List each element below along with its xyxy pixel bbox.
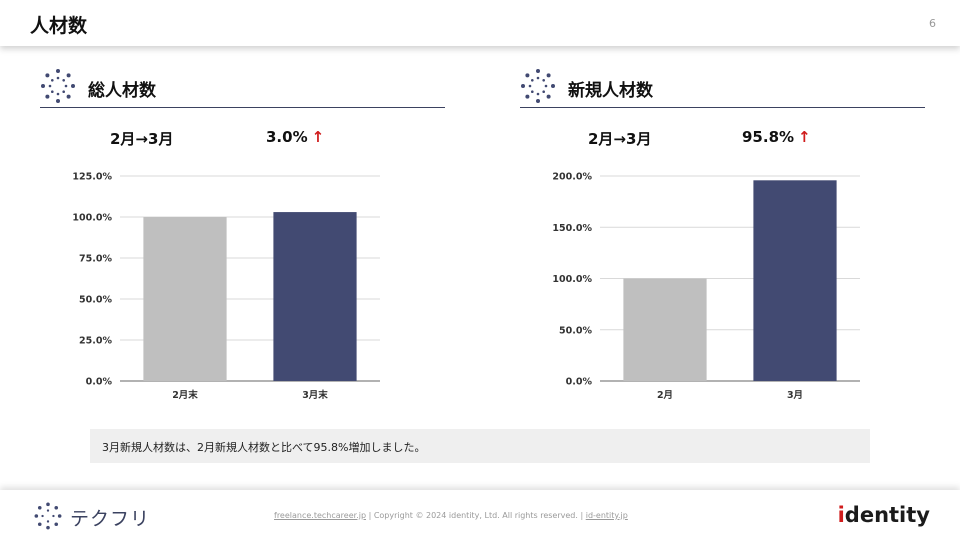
up-arrow-icon: ↑ bbox=[798, 128, 811, 146]
change-percent: 95.8% bbox=[742, 128, 795, 146]
x-tick-label: 2月末 bbox=[172, 389, 198, 401]
bar bbox=[623, 278, 707, 381]
x-tick-label: 3月 bbox=[787, 390, 803, 401]
brand-name: テクフリ bbox=[70, 508, 151, 530]
dot-ring-logo-icon bbox=[41, 69, 75, 103]
company-logo: identity bbox=[838, 503, 930, 527]
bar bbox=[753, 180, 837, 381]
change-value: 95.8% ↑ bbox=[742, 128, 811, 146]
period-label: 2月→3月 bbox=[588, 130, 652, 148]
y-tick-label: 100.0% bbox=[72, 213, 112, 224]
y-tick-label: 150.0% bbox=[552, 223, 592, 234]
y-tick-label: 125.0% bbox=[72, 172, 112, 183]
bar bbox=[273, 212, 357, 381]
header: 人材数 6 bbox=[0, 0, 960, 46]
bar bbox=[143, 217, 227, 381]
company-logo-rest: dentity bbox=[844, 503, 930, 527]
copyright-text: Copyright © 2024 identity, Ltd. All righ… bbox=[373, 511, 578, 520]
techcareer-link[interactable]: freelance.techcareer.jp bbox=[274, 511, 367, 520]
x-tick-label: 3月末 bbox=[302, 389, 328, 401]
change-percent: 3.0% bbox=[266, 128, 308, 146]
page-number: 6 bbox=[929, 17, 936, 30]
y-tick-label: 100.0% bbox=[552, 274, 592, 285]
section-title: 総人材数 bbox=[88, 81, 156, 101]
bar-chart-new: 200.0% 150.0% 100.0% 50.0% 0.0% 2月 3月 bbox=[552, 172, 860, 401]
company-logo-i: i bbox=[837, 503, 845, 527]
separator: | bbox=[580, 511, 584, 520]
bar-chart-total: 125.0% 100.0% 75.0% 50.0% 25.0% 0.0% 2月末 3月末 bbox=[72, 172, 380, 401]
y-tick-label: 0.0% bbox=[86, 377, 113, 388]
dot-ring-logo-icon bbox=[521, 69, 555, 103]
change-value: 3.0% ↑ bbox=[266, 128, 324, 146]
techfuri-logo-icon bbox=[34, 502, 62, 530]
summary-caption: 3月新規人材数は、2月新規人材数と比べて95.8%増加しました。 bbox=[90, 429, 870, 463]
y-tick-label: 50.0% bbox=[559, 325, 592, 336]
y-tick-label: 50.0% bbox=[79, 295, 112, 306]
separator: | bbox=[368, 511, 372, 520]
up-arrow-icon: ↑ bbox=[311, 128, 325, 146]
section-header-total: 総人材数 bbox=[40, 64, 445, 108]
y-tick-label: 25.0% bbox=[79, 336, 112, 347]
section-header-new: 新規人材数 bbox=[520, 64, 925, 108]
footer: テクフリ freelance.techcareer.jp | Copyright… bbox=[0, 490, 960, 540]
y-tick-label: 200.0% bbox=[552, 172, 592, 183]
identity-link[interactable]: id-entity.jp bbox=[585, 511, 628, 520]
page-title: 人材数 bbox=[30, 15, 88, 37]
y-tick-label: 0.0% bbox=[566, 377, 593, 388]
y-tick-label: 75.0% bbox=[79, 254, 112, 265]
x-tick-label: 2月 bbox=[657, 390, 673, 401]
period-label: 2月→3月 bbox=[110, 130, 174, 148]
section-title: 新規人材数 bbox=[568, 81, 653, 101]
footer-links: freelance.techcareer.jp | Copyright © 20… bbox=[274, 511, 628, 520]
